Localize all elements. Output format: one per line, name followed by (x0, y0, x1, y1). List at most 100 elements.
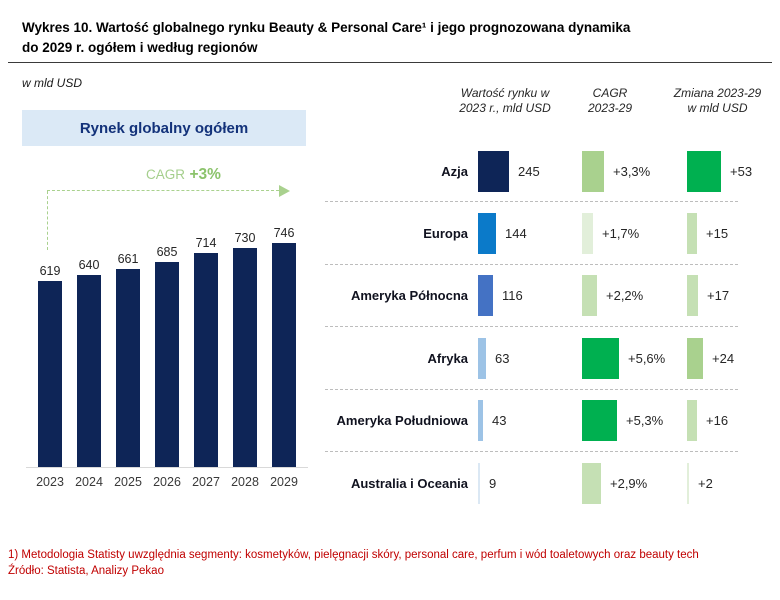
region-rows: Azja 245 +3,3% +53 Europa 144 +1,7% +15 (325, 140, 775, 514)
cagr-cell: +2,9% (582, 452, 647, 514)
value-bar (478, 275, 493, 317)
cagr-bar (582, 400, 617, 442)
change-cell: +2 (687, 452, 713, 514)
bar (38, 281, 62, 467)
change-bar (687, 150, 721, 192)
change-cell: +24 (687, 327, 734, 389)
cagr-label: +5,3% (626, 413, 664, 429)
value-cell: 245 (478, 140, 540, 202)
row-separator (325, 450, 738, 452)
header-market-value-line1: Wartość rynku w (460, 86, 550, 100)
region-label: Afryka (427, 350, 468, 366)
global-bars: 619 640 661 685 714 730 746 (26, 226, 308, 468)
cagr-bar (582, 462, 601, 504)
global-bar-column: 746 (272, 226, 296, 467)
region-row: Ameryka Północna 116 +2,2% +17 (325, 265, 775, 328)
global-bar-column: 640 (77, 258, 101, 467)
header-change: Zmiana 2023-29 w mld USD (650, 86, 780, 116)
change-label: +15 (706, 226, 729, 242)
bar (116, 268, 140, 467)
cagr-cell: +1,7% (582, 202, 639, 264)
value-label: 144 (505, 226, 527, 242)
global-chart-header-label: Rynek globalny ogółem (79, 119, 249, 137)
value-bar (478, 400, 483, 442)
cagr-bar (582, 150, 604, 192)
global-chart-header: Rynek globalny ogółem (22, 110, 306, 146)
row-separator (325, 388, 738, 390)
row-separator (325, 326, 738, 328)
year-label: 2025 (114, 475, 142, 489)
change-bar (687, 213, 697, 255)
chart-title: Wykres 10. Wartość globalnego rynku Beau… (22, 18, 762, 58)
year-label: 2027 (192, 475, 220, 489)
cagr-bar (582, 337, 619, 379)
region-row: Azja 245 +3,3% +53 (325, 140, 775, 203)
region-label: Ameryka Południowa (336, 413, 468, 429)
change-label: +24 (712, 350, 735, 366)
value-bar (478, 213, 496, 255)
bar (77, 275, 101, 467)
year-label: 2028 (231, 475, 259, 489)
footer-source: Źródło: Statista, Analizy Pekao (8, 565, 164, 577)
bar-value-label: 685 (156, 244, 178, 259)
region-label: Ameryka Północna (350, 288, 468, 304)
change-cell: +17 (687, 265, 729, 327)
bar-value-label: 746 (273, 226, 295, 241)
region-label: Australia i Oceania (350, 475, 468, 491)
change-bar (687, 462, 689, 504)
bar-value-label: 730 (234, 231, 256, 245)
value-cell: 63 (478, 327, 509, 389)
header-market-value-line2: 2023 r., mld USD (459, 101, 551, 115)
global-years: 2023 2024 2025 2026 2027 2028 2029 (26, 475, 308, 489)
bar (272, 243, 296, 467)
header-cagr-line1: CAGR (592, 86, 628, 100)
value-cell: 9 (478, 452, 496, 514)
bar-value-label: 714 (195, 235, 217, 250)
cagr-arrow-vertical (47, 191, 48, 250)
cagr-label: +2,2% (606, 288, 644, 304)
value-bar (478, 150, 509, 192)
value-cell: 43 (478, 390, 506, 452)
region-row: Australia i Oceania 9 +2,9% +2 (325, 452, 775, 514)
global-bar-column: 619 (38, 264, 62, 467)
change-bar (687, 400, 697, 442)
value-cell: 116 (478, 265, 523, 327)
row-separator (325, 263, 738, 265)
header-market-value: Wartość rynku w 2023 r., mld USD (425, 86, 585, 116)
header-cagr-line2: 2023-29 (587, 101, 633, 115)
global-bar-column: 685 (155, 245, 179, 467)
value-label: 9 (489, 475, 497, 491)
chart-title-line1: Wykres 10. Wartość globalnego rynku Beau… (22, 20, 631, 35)
region-row: Europa 144 +1,7% +15 (325, 202, 775, 265)
cagr-annotation: CAGR +3% (146, 166, 221, 184)
cagr-bar (582, 275, 597, 317)
footer-note: 1) Metodologia Statisty uwzględnia segme… (8, 549, 699, 561)
footer: 1) Metodologia Statisty uwzględnia segme… (8, 547, 699, 579)
change-cell: +53 (687, 140, 752, 202)
bar (233, 248, 257, 467)
change-label: +16 (706, 413, 729, 429)
cagr-label: +1,7% (602, 226, 640, 242)
value-label: 116 (502, 288, 523, 304)
region-label: Europa (423, 226, 468, 242)
value-label: 63 (495, 350, 510, 366)
cagr-cell: +5,3% (582, 390, 663, 452)
change-cell: +15 (687, 202, 728, 264)
bar-value-label: 661 (117, 251, 139, 266)
value-bar (478, 462, 480, 504)
cagr-bar (582, 213, 593, 255)
cagr-cell: +5,6% (582, 327, 665, 389)
change-bar (687, 275, 698, 317)
chart-title-line2: do 2029 r. ogółem i według regionów (22, 40, 258, 55)
year-label: 2026 (153, 475, 181, 489)
change-label: +53 (730, 163, 753, 179)
value-label: 245 (518, 163, 540, 179)
cagr-cell: +3,3% (582, 140, 650, 202)
header-change-line2: w mld USD (687, 101, 748, 115)
cagr-label: +2,9% (610, 475, 648, 491)
cagr-cell: +2,2% (582, 265, 643, 327)
cagr-label: +3,3% (613, 163, 651, 179)
header-cagr: CAGR 2023-29 (570, 86, 650, 116)
region-label: Azja (441, 163, 468, 179)
